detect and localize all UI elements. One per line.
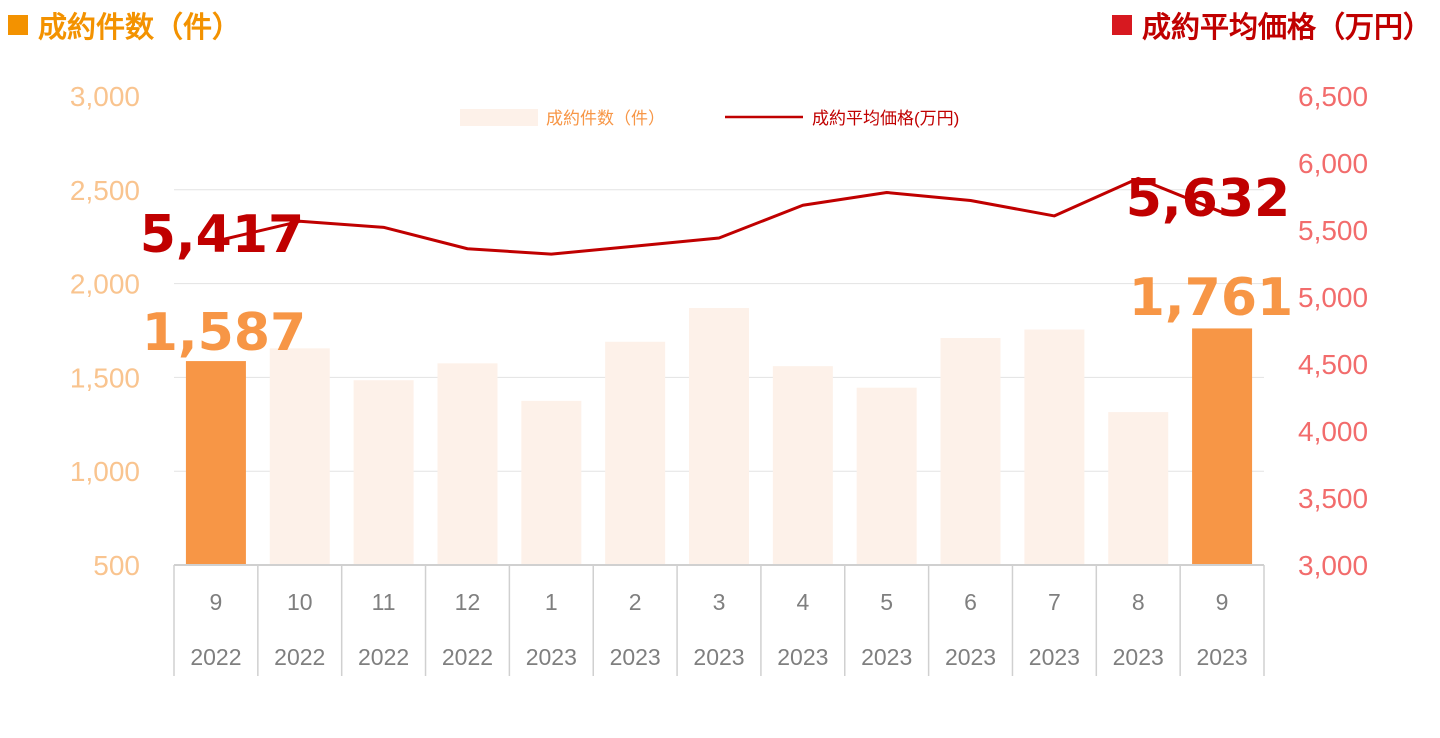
bar xyxy=(185,361,246,565)
left-y-tick-label: 1,000 xyxy=(70,456,140,487)
bar xyxy=(437,363,498,565)
legend-line-label: 成約平均価格(万円) xyxy=(812,109,959,128)
x-tick-month: 5 xyxy=(880,589,893,615)
x-tick-month: 8 xyxy=(1132,589,1145,615)
x-tick-month: 6 xyxy=(964,589,977,615)
x-tick-month: 9 xyxy=(1216,589,1229,615)
right-y-axis: 3,000 3,500 4,000 4,500 5,000 5,500 6,000 6,500 xyxy=(1298,81,1368,581)
line-label-last: 5,632 xyxy=(1126,169,1290,229)
line-series xyxy=(215,176,1223,256)
x-tick-month: 2 xyxy=(629,589,642,615)
red-square-icon xyxy=(1111,15,1132,35)
x-tick-year: 2023 xyxy=(526,644,577,670)
left-y-tick-label: 1,500 xyxy=(70,362,140,393)
right-y-tick-label: 3,500 xyxy=(1298,483,1368,514)
legend-bar-label: 成約件数（件） xyxy=(546,109,665,128)
left-axis-header-text: 成約件数（件） xyxy=(38,10,242,44)
x-tick-year: 2023 xyxy=(610,644,661,670)
left-y-axis: 500 1,000 1,500 2,000 2,500 3,000 xyxy=(70,81,140,581)
x-tick-month: 1 xyxy=(545,589,558,615)
left-axis-header: 成約件数（件） xyxy=(8,4,241,46)
data-labels: 5,417 5,632 1,587 1,761 xyxy=(140,169,1293,363)
x-tick-year: 2022 xyxy=(190,644,241,670)
bar xyxy=(605,341,666,565)
x-tick-year: 2022 xyxy=(358,644,409,670)
x-tick-year: 2023 xyxy=(1029,644,1080,670)
left-y-tick-label: 500 xyxy=(93,550,140,581)
bar-series xyxy=(185,307,1253,565)
x-tick-month: 3 xyxy=(713,589,726,615)
left-y-tick-label: 3,000 xyxy=(70,81,140,112)
right-y-tick-label: 6,000 xyxy=(1298,148,1368,179)
bar xyxy=(1192,328,1253,565)
orange-square-icon xyxy=(8,15,28,35)
right-axis-header: 成約平均価格（万円） xyxy=(1111,4,1432,46)
right-y-tick-label: 4,500 xyxy=(1298,349,1368,380)
left-y-tick-label: 2,500 xyxy=(70,175,140,206)
bar xyxy=(269,348,330,565)
bar-label-first: 1,587 xyxy=(142,303,306,363)
x-tick-year: 2023 xyxy=(693,644,744,670)
x-tick-year: 2023 xyxy=(861,644,912,670)
bar xyxy=(689,307,749,565)
right-y-tick-label: 3,000 xyxy=(1298,550,1368,581)
right-y-tick-label: 4,000 xyxy=(1298,416,1368,447)
line-path xyxy=(215,176,1223,256)
bar xyxy=(772,366,833,565)
x-axis: 9 2022 10 2022 11 2022 12 2022 1 2023 2 2023 3 2023 4 2… xyxy=(173,564,1265,676)
x-tick-month: 4 xyxy=(796,589,809,615)
legend: 成約件数（件） 成約平均価格(万円) xyxy=(460,109,959,128)
x-tick-year: 2023 xyxy=(1113,644,1164,670)
right-y-tick-label: 6,500 xyxy=(1298,81,1368,112)
x-tick-year: 2023 xyxy=(1196,644,1247,670)
x-tick-year: 2022 xyxy=(274,644,325,670)
right-y-tick-label: 5,000 xyxy=(1298,282,1368,313)
x-tick-year: 2022 xyxy=(442,644,493,670)
bar xyxy=(940,338,1001,565)
x-tick-month: 12 xyxy=(455,589,481,615)
bar xyxy=(521,400,582,565)
x-tick-year: 2023 xyxy=(777,644,828,670)
bar-label-last: 1,761 xyxy=(1129,268,1293,328)
bar xyxy=(1024,329,1085,565)
x-tick-month: 10 xyxy=(287,589,313,615)
right-y-tick-label: 5,500 xyxy=(1298,215,1368,246)
bar xyxy=(856,387,917,565)
line-label-first: 5,417 xyxy=(140,205,304,265)
legend-bar-swatch xyxy=(460,109,538,126)
bar xyxy=(353,380,414,565)
right-axis-header-text: 成約平均価格（万円） xyxy=(1141,10,1432,44)
x-tick-month: 9 xyxy=(210,589,223,615)
left-y-tick-label: 2,000 xyxy=(70,269,140,300)
x-tick-month: 11 xyxy=(372,589,396,615)
x-tick-year: 2023 xyxy=(945,644,996,670)
bar xyxy=(1108,412,1169,565)
x-tick-month: 7 xyxy=(1048,589,1061,615)
